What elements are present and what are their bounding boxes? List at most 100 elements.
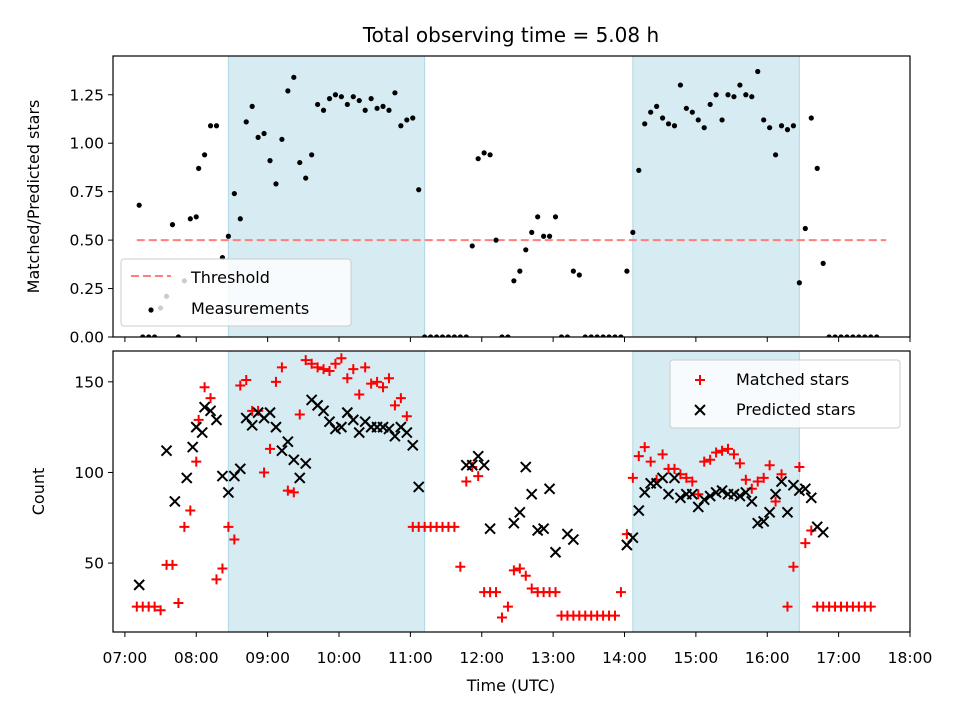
matched-star-point	[235, 380, 246, 391]
predicted-star-point	[198, 401, 211, 413]
matched-star-point	[336, 353, 347, 364]
matched-star-point	[253, 405, 264, 416]
measurement-point	[796, 280, 802, 286]
measurement-point	[671, 123, 678, 129]
matched-star-point	[401, 411, 412, 422]
predicted-star-point	[520, 461, 532, 473]
measurement-point	[820, 260, 826, 266]
measurement-point	[398, 123, 404, 129]
measurement-point	[175, 334, 182, 337]
legend-matched-swatch	[695, 375, 705, 385]
predicted-star-point	[472, 450, 484, 462]
measurement-point	[469, 243, 475, 249]
measurement-point	[368, 96, 374, 102]
observing-window-1	[227, 351, 426, 632]
measurement-point	[665, 121, 672, 127]
measurement-point	[152, 334, 158, 337]
y-axis-label: Matched/Predicted stars	[24, 100, 43, 294]
measurement-point	[243, 119, 249, 125]
legend-matched-label: Matched stars	[736, 370, 849, 389]
y-tick-label: 150	[74, 373, 104, 391]
predicted-star-point	[264, 406, 276, 419]
measurement-point	[386, 107, 392, 113]
measurement-point	[868, 334, 874, 337]
predicted-star-point	[353, 426, 365, 439]
measurement-point	[707, 101, 713, 108]
measurement-point	[285, 88, 291, 94]
measurement-point	[767, 125, 773, 131]
legend-box	[120, 258, 352, 327]
measurement-point	[338, 94, 344, 100]
matched-star-point	[764, 460, 775, 471]
x-tick-label: 10:00	[317, 649, 362, 667]
y-tick-label: 1.25	[69, 86, 104, 104]
matched-star-point	[705, 454, 716, 465]
predicted-star-point	[186, 441, 199, 453]
predicted-star-point	[769, 488, 782, 500]
predicted-star-point	[484, 522, 496, 535]
measurement-point	[606, 334, 612, 337]
matched-star-point	[229, 534, 240, 545]
measurement-point	[713, 92, 719, 98]
axes-frame	[112, 55, 911, 338]
matched-star-point	[360, 362, 371, 373]
matched-star-point	[191, 456, 202, 467]
matched-star-point	[282, 485, 293, 496]
legend-predicted-swatch	[694, 404, 706, 416]
legend-predicted-label: Predicted stars	[736, 400, 856, 419]
measurement-point	[523, 247, 529, 253]
predicted-star-point	[734, 490, 746, 502]
measurement-point	[761, 117, 767, 123]
predicted-star-point	[270, 421, 282, 433]
matched-star-point	[217, 563, 228, 574]
measurement-point	[862, 334, 868, 337]
measurement-point	[552, 214, 559, 220]
measurement-point	[392, 90, 398, 96]
matched-star-point	[687, 476, 698, 487]
matched-star-point	[389, 400, 400, 411]
measurement-point	[380, 103, 386, 109]
matched-star-point	[508, 565, 519, 576]
measurement-point	[169, 222, 176, 228]
measurement-point	[541, 233, 547, 239]
measurement-point	[231, 190, 237, 197]
measurement-point	[291, 74, 297, 80]
legend-measurement-swatch	[148, 307, 154, 313]
matched-star-point	[491, 587, 502, 598]
predicted-star-point	[466, 459, 478, 471]
measurement-point	[481, 150, 487, 156]
matched-star-point	[639, 442, 650, 453]
matched-star-point	[455, 561, 466, 572]
matched-star-point	[693, 489, 704, 500]
measurement-point	[784, 127, 791, 133]
measurement-point	[725, 92, 731, 98]
y-axis-label: Count	[29, 468, 48, 516]
plot-area	[131, 351, 876, 632]
measurement-point	[695, 117, 701, 123]
bottom-panel: 50 100 150 07:00 08:00 09:00 10:00 11:00 12:00 13…	[29, 350, 932, 667]
matched-star-point	[276, 362, 287, 373]
measurement-point	[546, 233, 553, 239]
x-tick-label: 12:00	[459, 649, 504, 667]
top-panel: 0.00 0.25 0.50 0.75 1.00 1.25 Matched/Predicte…	[24, 55, 911, 347]
measurement-point	[600, 334, 606, 337]
predicted-star-point	[781, 506, 794, 519]
measurement-point	[303, 175, 309, 181]
predicted-star-point	[389, 430, 401, 442]
measurement-point	[433, 334, 440, 337]
matched-star-point	[288, 487, 299, 498]
matched-star-point	[526, 583, 537, 594]
matched-star-point	[800, 538, 811, 549]
measurement-point	[332, 92, 339, 98]
measurement-point	[193, 214, 199, 220]
measurement-point	[309, 152, 315, 158]
measurement-point	[624, 268, 630, 274]
matched-star-point	[669, 463, 680, 474]
measurement-point	[856, 334, 862, 337]
matched-star-point	[717, 445, 728, 456]
measurement-point	[196, 165, 202, 171]
matched-star-point	[179, 521, 190, 532]
predicted-star-point	[413, 481, 425, 493]
matched-star-point	[758, 472, 769, 483]
x-tick-label: 07:00	[103, 649, 148, 667]
